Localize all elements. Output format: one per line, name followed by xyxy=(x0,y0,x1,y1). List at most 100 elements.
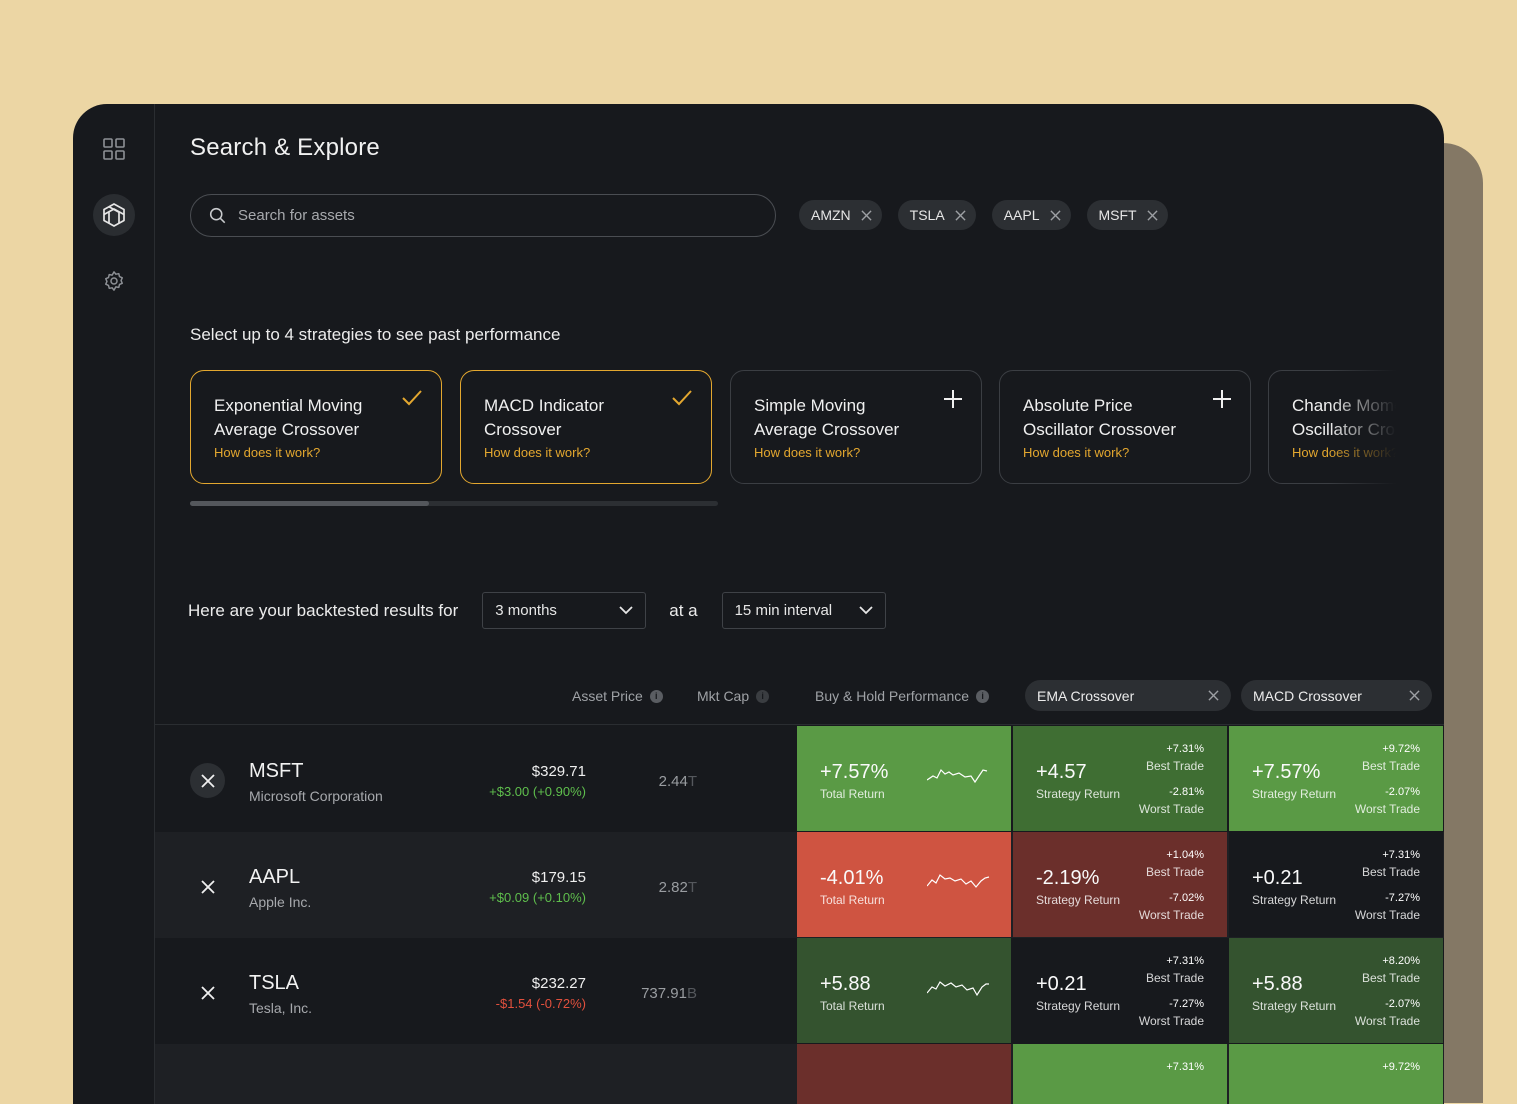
total-return-value: -4.01% xyxy=(820,867,884,889)
best-trade-label: Best Trade xyxy=(1145,971,1204,985)
strategy-return-value: +0.21 xyxy=(1252,867,1303,889)
search-input[interactable] xyxy=(236,206,740,225)
worst-trade-value: -7.02% xyxy=(1169,892,1204,904)
best-trade-value: +7.31% xyxy=(1382,849,1420,861)
worst-trade-value: -2.81% xyxy=(1169,786,1204,798)
asset-chip-amzn: AMZN xyxy=(799,200,882,230)
buy-hold-cell[interactable]: +7.57% Total Return xyxy=(797,726,1011,831)
settings-nav-button[interactable] xyxy=(93,260,135,302)
ema-result-cell[interactable]: +7.31% xyxy=(1013,1044,1227,1104)
info-icon[interactable]: i xyxy=(756,689,770,703)
strategy-return-value: +4.57 xyxy=(1036,761,1087,783)
market-cap: 737.91B xyxy=(641,985,697,1002)
plus-icon[interactable] xyxy=(1212,389,1232,409)
asset-price-header: Asset Price i xyxy=(572,680,663,712)
strategy-card-macd[interactable]: MACD Indicator Crossover How does it work… xyxy=(460,370,712,484)
explore-nav-button[interactable] xyxy=(93,194,135,236)
main-content: Search & Explore AMZN TSLA AAPL MSFT xyxy=(155,104,1444,1104)
remove-asset-button[interactable] xyxy=(190,975,225,1010)
macd-result-cell[interactable]: +9.72% xyxy=(1229,1044,1443,1104)
close-icon[interactable] xyxy=(1409,688,1420,704)
best-trade-value: +9.72% xyxy=(1382,1061,1420,1073)
sidebar xyxy=(73,104,155,1104)
how-it-works-link[interactable]: How does it work? xyxy=(214,445,321,460)
total-return-label: Total Return xyxy=(820,787,885,801)
strategy-return-value: -2.19% xyxy=(1036,867,1100,889)
info-icon[interactable]: i xyxy=(649,689,663,703)
chip-label: TSLA xyxy=(909,207,945,223)
connector-text: at a xyxy=(669,600,698,620)
how-it-works-link[interactable]: How does it work? xyxy=(754,445,861,460)
mkt-cap-header: Mkt Cap i xyxy=(697,680,770,712)
info-icon[interactable]: i xyxy=(976,689,990,703)
buy-hold-cell[interactable]: +5.88 Total Return xyxy=(797,938,1011,1043)
asset-name: Microsoft Corporation xyxy=(249,788,383,804)
carousel-scrollbar[interactable] xyxy=(190,501,718,506)
price-change: +$3.00 (+0.90%) xyxy=(489,784,586,799)
close-icon xyxy=(200,773,216,789)
strategies-heading: Select up to 4 strategies to see past pe… xyxy=(190,325,561,344)
strategy-return-value: +7.57% xyxy=(1252,761,1321,783)
worst-trade-value: -2.07% xyxy=(1385,786,1420,798)
chip-remove-icon[interactable] xyxy=(955,209,966,221)
how-it-works-link[interactable]: How does it work? xyxy=(1292,445,1399,460)
strategy-title: Absolute Price Oscillator Crossover xyxy=(1023,396,1177,439)
chip-remove-icon[interactable] xyxy=(1147,209,1158,221)
chip-remove-icon[interactable] xyxy=(861,209,872,221)
check-icon xyxy=(401,389,423,407)
interval-value: 15 min interval xyxy=(734,602,833,619)
macd-result-cell[interactable]: +7.57% Strategy Return +9.72% Best Trade… xyxy=(1229,726,1443,831)
search-bar[interactable] xyxy=(190,194,776,237)
search-icon xyxy=(209,207,226,224)
strategy-card-sma[interactable]: Simple Moving Average Crossover How does … xyxy=(730,370,982,484)
chip-label: AAPL xyxy=(1003,207,1040,223)
close-icon[interactable] xyxy=(1208,688,1219,704)
dashboard-nav-button[interactable] xyxy=(93,128,135,170)
ema-result-cell[interactable]: +0.21 Strategy Return +7.31% Best Trade … xyxy=(1013,938,1227,1043)
buy-hold-cell[interactable] xyxy=(797,1044,1011,1104)
total-return-label: Total Return xyxy=(820,999,885,1013)
selected-assets: AMZN TSLA AAPL MSFT xyxy=(799,200,1168,230)
check-icon xyxy=(671,389,693,407)
remove-asset-button[interactable] xyxy=(190,869,225,904)
total-return-value: +7.57% xyxy=(820,761,889,783)
ema-result-cell[interactable]: +4.57 Strategy Return +7.31% Best Trade … xyxy=(1013,726,1227,831)
asset-name: Apple Inc. xyxy=(249,894,312,910)
strategy-return-value: +5.88 xyxy=(1252,973,1303,995)
period-select[interactable]: 3 months xyxy=(482,592,647,629)
strategy-return-label: Strategy Return xyxy=(1036,999,1121,1013)
table-row: AAPL Apple Inc. $179.15 +$0.09 (+0.10%) … xyxy=(155,832,1444,938)
total-return-value: +5.88 xyxy=(820,973,871,995)
table-row: MSFT Microsoft Corporation $329.71 +$3.0… xyxy=(155,726,1444,832)
strategy-return-value: +0.21 xyxy=(1036,973,1087,995)
asset-chip-tsla: TSLA xyxy=(897,200,976,230)
how-it-works-link[interactable]: How does it work? xyxy=(1023,445,1130,460)
remove-asset-button[interactable] xyxy=(190,763,225,798)
asset-price: $329.71 xyxy=(531,763,586,780)
worst-trade-label: Worst Trade xyxy=(1354,802,1420,816)
scrollbar-thumb[interactable] xyxy=(190,501,429,506)
buy-hold-cell[interactable]: -4.01% Total Return xyxy=(797,832,1011,937)
strategy-return-label: Strategy Return xyxy=(1036,787,1121,801)
app-window: Search & Explore AMZN TSLA AAPL MSFT xyxy=(73,104,1444,1104)
best-trade-label: Best Trade xyxy=(1361,759,1420,773)
market-cap: 2.82T xyxy=(658,879,697,896)
sparkline-chart xyxy=(927,874,990,888)
best-trade-label: Best Trade xyxy=(1145,865,1204,879)
macd-result-cell[interactable]: +5.88 Strategy Return +8.20% Best Trade … xyxy=(1229,938,1443,1043)
strategy-card-ema[interactable]: Exponential Moving Average Crossover How … xyxy=(190,370,442,484)
how-it-works-link[interactable]: How does it work? xyxy=(484,445,591,460)
chevron-down-icon xyxy=(619,602,633,619)
worst-trade-value: -7.27% xyxy=(1385,892,1420,904)
chip-remove-icon[interactable] xyxy=(1049,209,1061,221)
strategy-title: Chande MomentumOscillator Crossover xyxy=(1292,396,1408,439)
strategy-card-apo[interactable]: Absolute Price Oscillator Crossover How d… xyxy=(999,370,1251,484)
price-change: +$0.09 (+0.10%) xyxy=(489,890,586,905)
macd-result-cell[interactable]: +0.21 Strategy Return +7.31% Best Trade … xyxy=(1229,832,1443,937)
total-return-label: Total Return xyxy=(820,893,885,907)
interval-select[interactable]: 15 min interval xyxy=(721,592,886,629)
worst-trade-label: Worst Trade xyxy=(1138,908,1204,922)
strategy-card-cmo[interactable]: Chande MomentumOscillator Crossover How … xyxy=(1268,370,1408,484)
plus-icon[interactable] xyxy=(943,389,963,409)
ema-result-cell[interactable]: -2.19% Strategy Return +1.04% Best Trade… xyxy=(1013,832,1227,937)
